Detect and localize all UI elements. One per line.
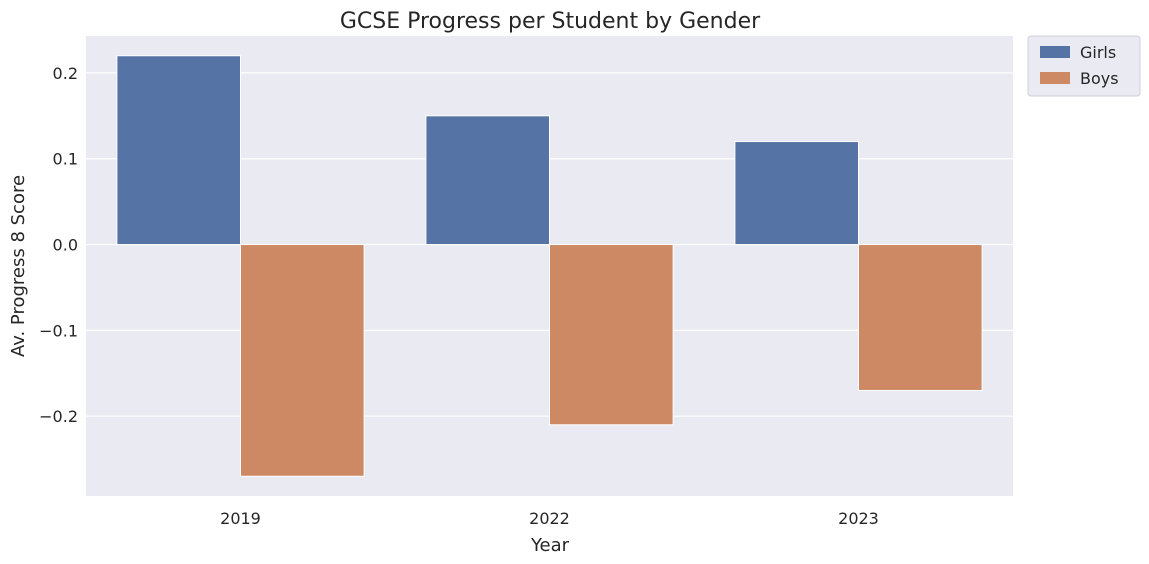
bar-girls-2023 [734, 141, 860, 246]
bar-girls-2022 [425, 115, 550, 246]
x-axis-ticks: 2019 2022 2023 [220, 509, 879, 528]
x-tick-label: 2022 [529, 509, 570, 528]
y-axis-ticks: 0.2 0.1 0.0 −0.1 −0.2 [39, 64, 78, 426]
y-axis-label: Av. Progress 8 Score [8, 175, 29, 357]
chart-title: GCSE Progress per Student by Gender [340, 9, 761, 34]
y-tick-label: 0.2 [53, 64, 78, 83]
bar-boys-2022 [549, 244, 674, 426]
y-tick-label: 0.0 [53, 236, 78, 255]
legend-swatch-boys [1040, 72, 1070, 84]
y-tick-label: 0.1 [53, 150, 78, 169]
bar-boys-2023 [858, 244, 983, 391]
x-tick-label: 2023 [838, 509, 879, 528]
bars [116, 55, 983, 477]
y-tick-label: −0.2 [39, 407, 78, 426]
legend-label-girls: Girls [1080, 43, 1116, 62]
legend: Girls Boys [1027, 35, 1141, 97]
x-tick-label: 2019 [220, 509, 261, 528]
y-tick-label: −0.1 [39, 321, 78, 340]
x-axis-label: Year [530, 535, 570, 556]
legend-label-boys: Boys [1080, 69, 1119, 88]
legend-swatch-girls [1040, 46, 1070, 58]
bar-boys-2019 [240, 244, 365, 477]
bar-girls-2019 [116, 55, 241, 246]
